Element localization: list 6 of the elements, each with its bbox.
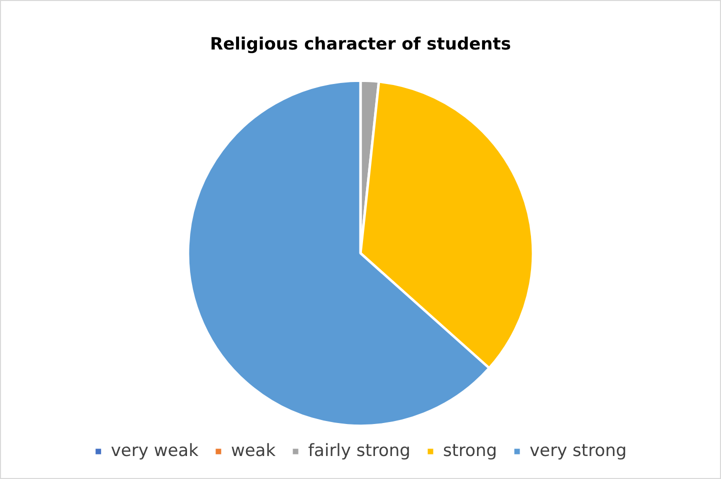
legend-label: very weak bbox=[110, 440, 199, 461]
legend-label: fairly strong bbox=[308, 440, 410, 461]
legend-label: very strong bbox=[530, 440, 627, 461]
legend-label: weak bbox=[230, 440, 276, 461]
legend-label: strong bbox=[442, 440, 498, 461]
chart-title: Religious character of students bbox=[210, 34, 512, 55]
